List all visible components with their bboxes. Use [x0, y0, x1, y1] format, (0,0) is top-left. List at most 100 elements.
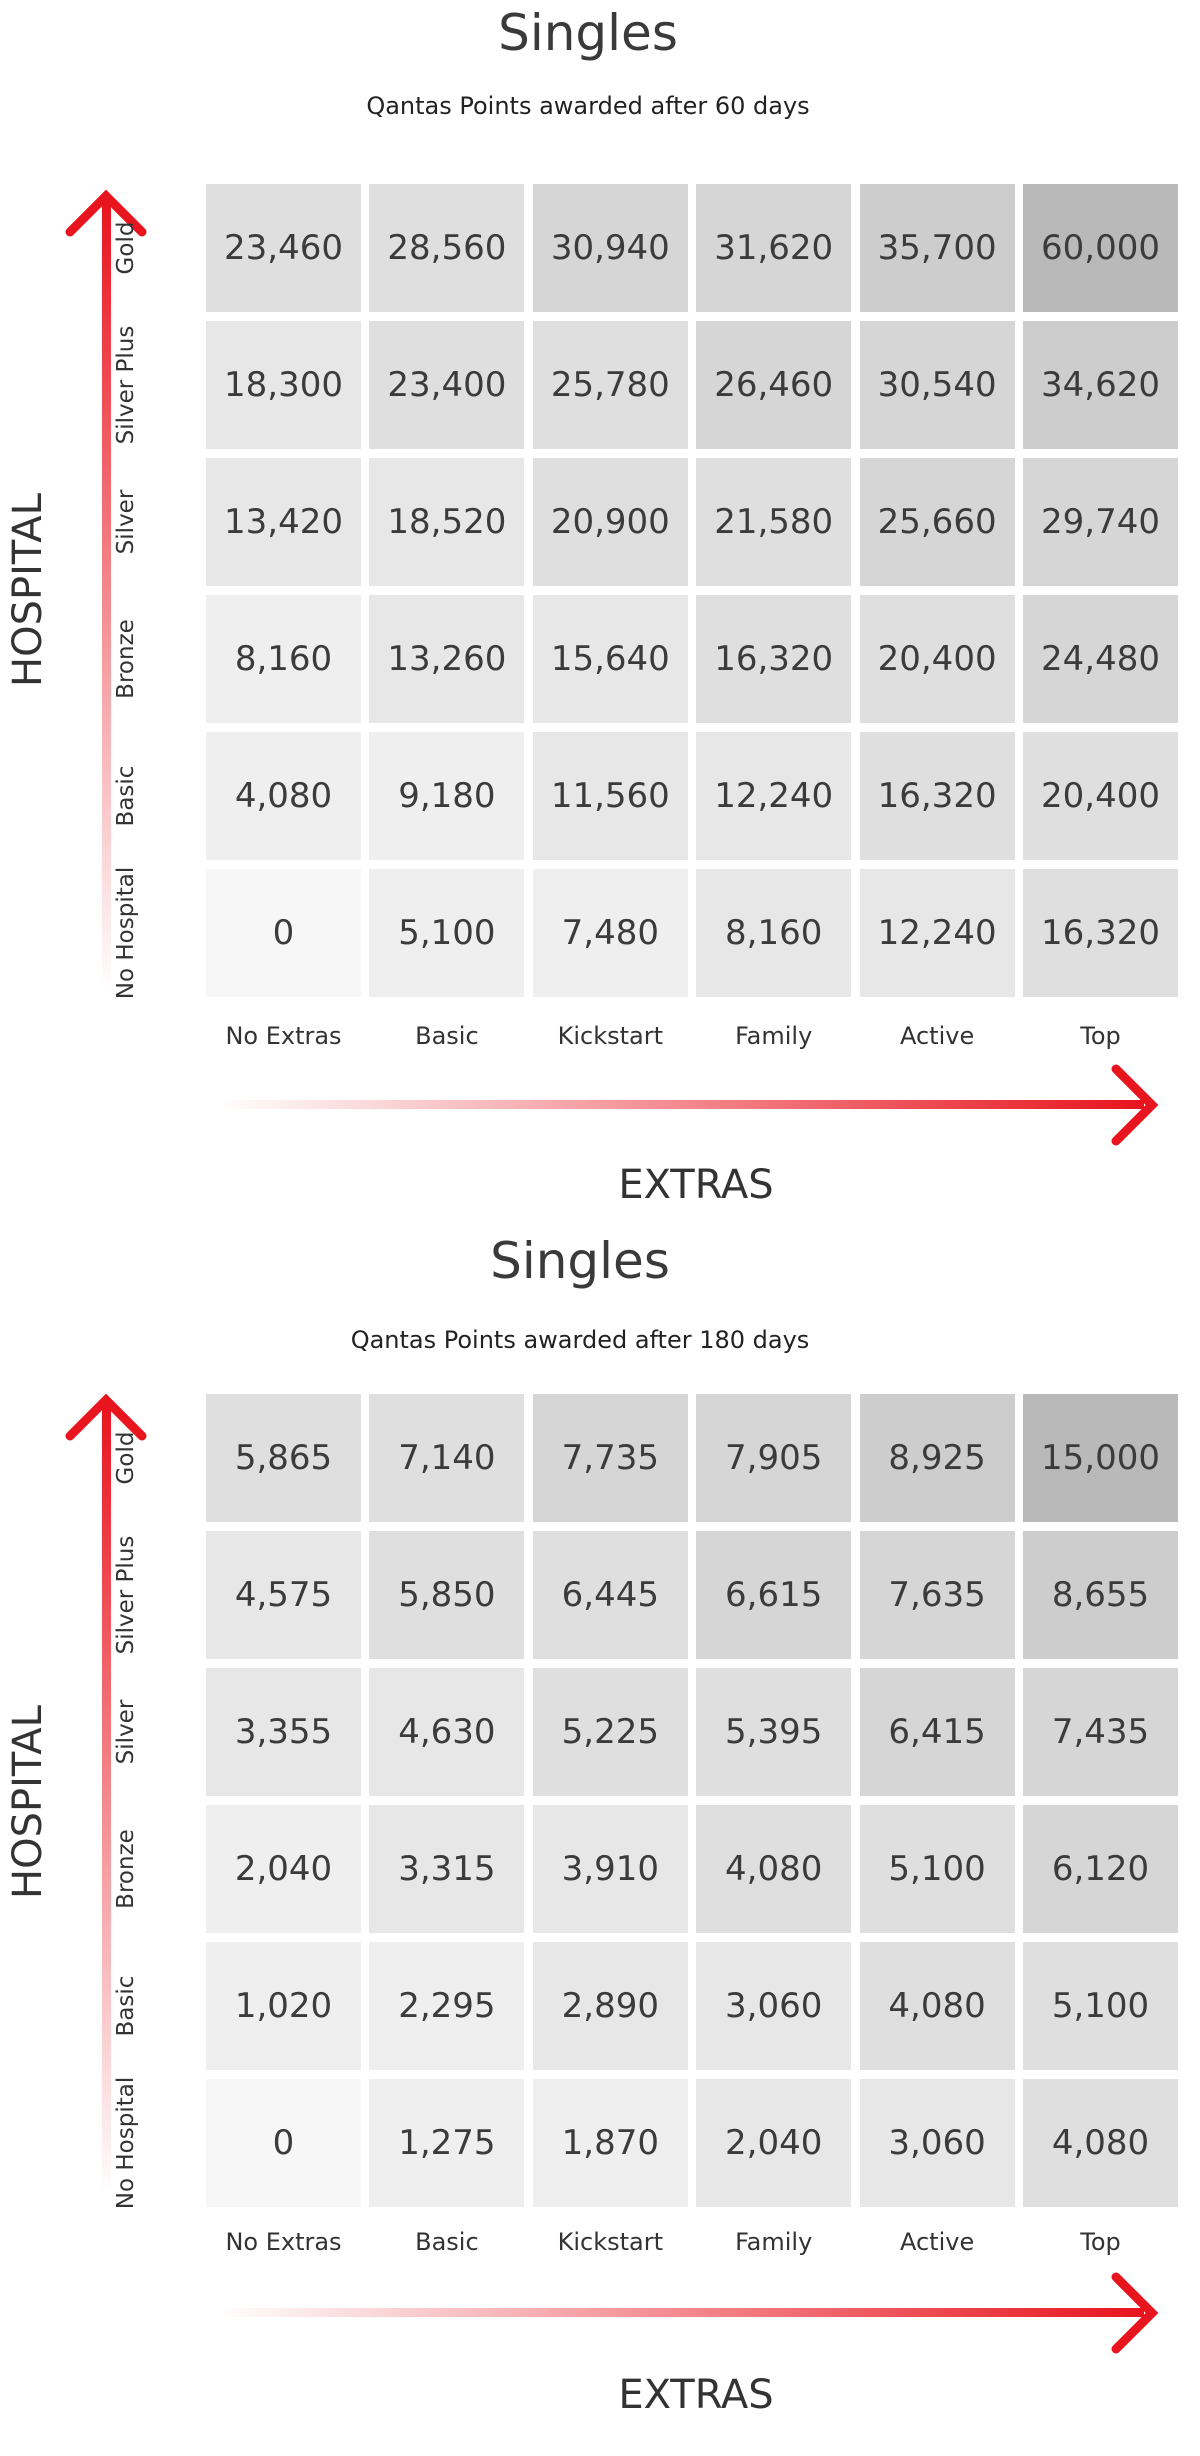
grid-cell: 4,575 [206, 1531, 361, 1659]
column-label: Top [1080, 1022, 1121, 1050]
extras-arrow-head [1111, 1064, 1159, 1146]
grid-cell: 5,100 [1023, 1942, 1178, 2070]
extras-arrow-head [1111, 2272, 1159, 2354]
grid-cell: 5,225 [532, 1668, 688, 1796]
axis-arrows [65, 1393, 1159, 2354]
grid-cell: 4,080 [859, 1942, 1015, 2070]
grid-cell: 4,080 [206, 732, 361, 860]
hospital-arrow-head [65, 1393, 147, 1441]
row-label: Bronze [113, 1829, 139, 1909]
row-label: Basic [113, 1975, 139, 2037]
row-label: No Hospital [113, 866, 139, 1000]
grid-cell: 34,620 [1023, 321, 1178, 449]
chart-panel-180-days: Singles Qantas Points awarded after 180 … [0, 1232, 1200, 2452]
row-label: Basic [113, 765, 139, 827]
grid-cell: 8,925 [859, 1394, 1015, 1522]
column-label: Family [735, 1022, 813, 1050]
grid-cell: 7,435 [1023, 1668, 1178, 1796]
grid-cell: 60,000 [1023, 184, 1178, 312]
grid-cell: 23,460 [206, 184, 361, 312]
column-label: No Extras [225, 1022, 342, 1050]
row-label: Bronze [113, 619, 139, 699]
grid-cell: 7,735 [532, 1394, 688, 1522]
hospital-arrow-shaft [102, 200, 111, 992]
grid-cell: 20,400 [1023, 732, 1178, 860]
grid-cell: 7,140 [369, 1394, 525, 1522]
grid-cell: 20,400 [859, 595, 1015, 723]
column-label: Kickstart [557, 1022, 663, 1050]
grid-cell: 2,040 [696, 2079, 852, 2207]
grid-cell: 15,640 [532, 595, 688, 723]
grid-cell: 13,260 [369, 595, 525, 723]
row-label: Silver [113, 489, 139, 555]
row-label: Silver [113, 1699, 139, 1765]
grid-cell: 16,320 [1023, 869, 1178, 997]
grid-cell: 2,040 [206, 1805, 361, 1933]
row-label: Gold [113, 1431, 139, 1485]
grid-cell: 2,890 [532, 1942, 688, 2070]
grid-cell: 7,635 [859, 1531, 1015, 1659]
row-label: No Hospital [113, 2076, 139, 2210]
grid-cell: 21,580 [696, 458, 852, 586]
chart-subtitle: Qantas Points awarded after 180 days [350, 1326, 810, 1354]
grid-cell: 5,395 [696, 1668, 852, 1796]
grid-cell: 16,320 [859, 732, 1015, 860]
grid-cell: 3,060 [859, 2079, 1015, 2207]
extras-arrow-shaft [216, 2308, 1144, 2317]
grid-cell: 6,120 [1023, 1805, 1178, 1933]
grid-cell: 30,940 [532, 184, 688, 312]
grid-cell: 3,315 [369, 1805, 525, 1933]
grid-cell: 26,460 [696, 321, 852, 449]
grid-cell: 23,400 [369, 321, 525, 449]
grid-cell: 4,080 [1023, 2079, 1178, 2207]
column-label: No Extras [225, 2228, 342, 2256]
chart-panel-60-days: Singles Qantas Points awarded after 60 d… [0, 0, 1200, 1220]
grid-cell: 12,240 [696, 732, 852, 860]
grid-cell: 7,480 [532, 869, 688, 997]
hospital-arrow-head [65, 189, 147, 237]
grid-cell: 0 [206, 2079, 361, 2207]
grid-cell: 8,160 [206, 595, 361, 723]
grid-cell: 5,865 [206, 1394, 361, 1522]
chart-subtitle: Qantas Points awarded after 60 days [366, 92, 810, 120]
y-axis-label: HOSPITAL [5, 493, 51, 687]
row-label: Gold [113, 221, 139, 275]
column-label: Basic [415, 2228, 479, 2256]
hospital-arrow-shaft [102, 1404, 111, 2196]
chart-title: Singles [498, 4, 678, 62]
grid-cell: 18,520 [369, 458, 525, 586]
x-axis-label: EXTRAS [618, 1162, 774, 1208]
grid-cell: 35,700 [859, 184, 1015, 312]
grid-cell: 8,160 [696, 869, 852, 997]
grid-cell: 5,850 [369, 1531, 525, 1659]
grid-cell: 6,415 [859, 1668, 1015, 1796]
grid-cell: 6,615 [696, 1531, 852, 1659]
grid-cell: 9,180 [369, 732, 525, 860]
grid-cell: 24,480 [1023, 595, 1178, 723]
grid-cell: 1,870 [532, 2079, 688, 2207]
grid-cell: 0 [206, 869, 361, 997]
grid-cell: 11,560 [532, 732, 688, 860]
y-axis-label: HOSPITAL [5, 1705, 51, 1899]
grid-cell: 5,100 [859, 1805, 1015, 1933]
row-label: Silver Plus [113, 1535, 139, 1655]
grid-cell: 7,905 [696, 1394, 852, 1522]
grid-cell: 3,355 [206, 1668, 361, 1796]
grid-cell: 13,420 [206, 458, 361, 586]
grid-cell: 30,540 [859, 321, 1015, 449]
extras-arrow-shaft [216, 1100, 1144, 1109]
grid-cell: 8,655 [1023, 1531, 1178, 1659]
column-label: Family [735, 2228, 813, 2256]
x-axis-label: EXTRAS [618, 2372, 774, 2418]
column-label: Active [899, 2228, 975, 2256]
grid-cell: 28,560 [369, 184, 525, 312]
grid-cell: 16,320 [696, 595, 852, 723]
row-label: Silver Plus [113, 325, 139, 445]
grid-cell: 6,445 [532, 1531, 688, 1659]
grid-cell: 29,740 [1023, 458, 1178, 586]
axis-arrows [65, 189, 1159, 1146]
grid-cell: 2,295 [369, 1942, 525, 2070]
grid-cell: 20,900 [532, 458, 688, 586]
grid-cell: 25,660 [859, 458, 1015, 586]
grid-cell: 31,620 [696, 184, 852, 312]
